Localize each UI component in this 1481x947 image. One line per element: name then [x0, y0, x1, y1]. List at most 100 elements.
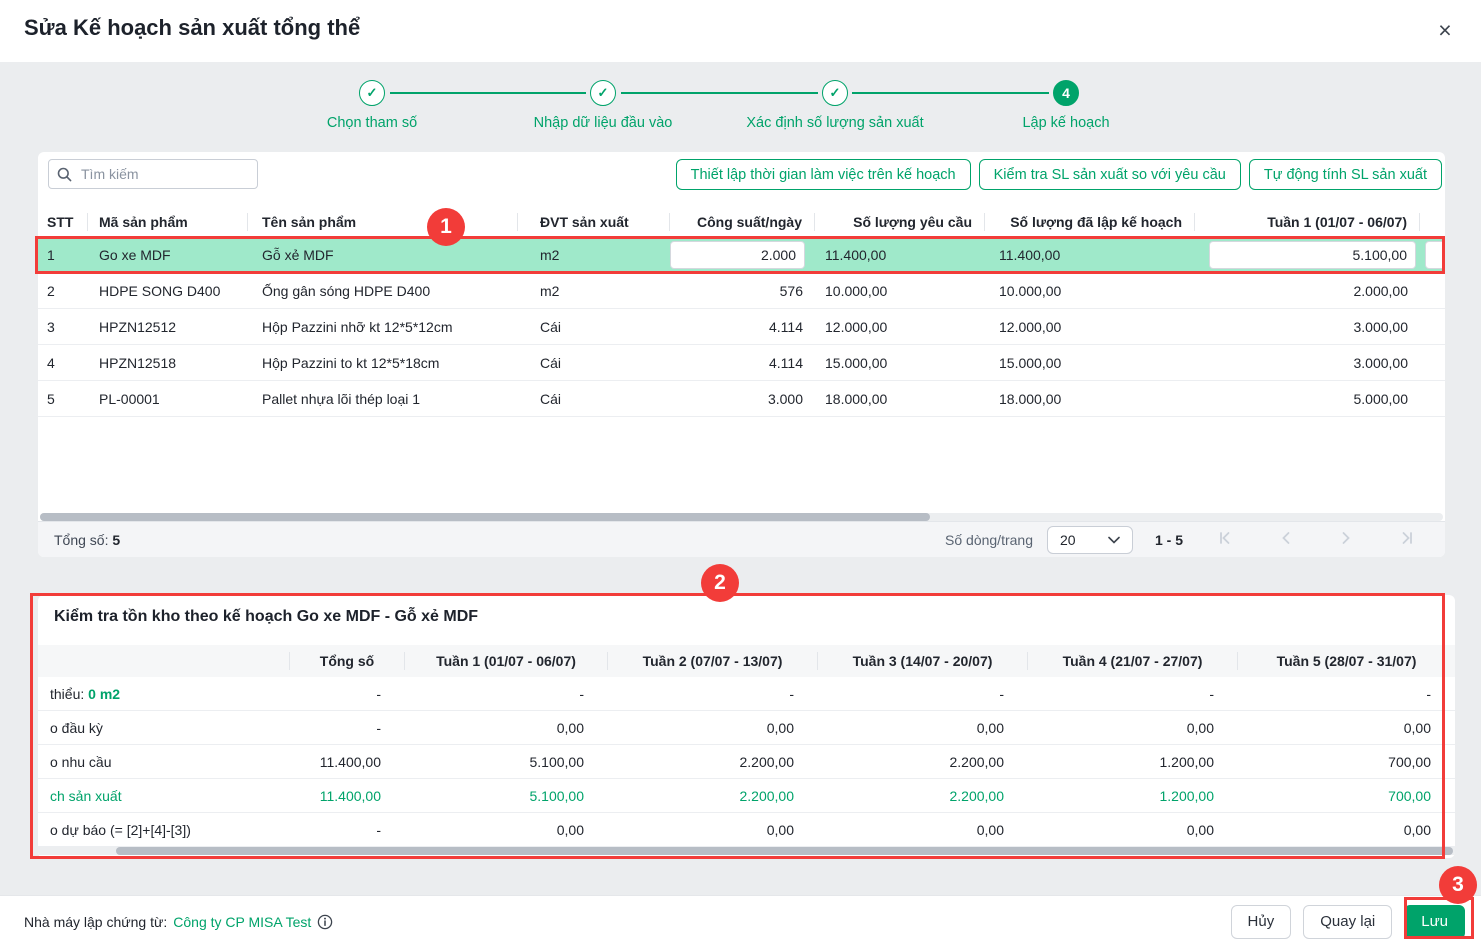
- cell-code: HDPE SONG D400: [88, 283, 248, 299]
- page-title: Sửa Kế hoạch sản xuất tổng thể: [24, 15, 360, 41]
- rows-per-page-label: Số dòng/trang: [945, 532, 1033, 548]
- factory-name-link[interactable]: Công ty CP MISA Test: [173, 914, 311, 930]
- cell-unit: Cái: [518, 391, 670, 407]
- check-icon: ✓: [598, 85, 609, 101]
- inventory-row-production-plan: ch sản xuất 11.400,00 5.100,00 2.200,00 …: [38, 779, 1455, 813]
- col-header-week2: Tuần 2 (07/07 - 13/07): [608, 652, 818, 670]
- col-header-week1: Tuần 1 (01/07 - 06/07): [405, 652, 608, 670]
- step-4-label: Lập kế hoạch: [1022, 115, 1109, 131]
- back-button[interactable]: Quay lại: [1303, 905, 1392, 939]
- products-table-header: STT Mã sản phẩm Tên sản phẩm ĐVT sản xuấ…: [38, 207, 1445, 237]
- cell-capacity: 4.114: [670, 319, 815, 335]
- cell-capacity: 576: [670, 283, 815, 299]
- last-page-icon[interactable]: [1383, 531, 1429, 548]
- cell-week1: 5.000,00: [1195, 391, 1420, 407]
- dialog-footer: Nhà máy lập chứng từ: Công ty CP MISA Te…: [0, 895, 1481, 947]
- cell-capacity: 4.114: [670, 355, 815, 371]
- scrollbar-thumb[interactable]: [40, 513, 930, 521]
- inventory-row-min-stock: thiểu: 0 m2 - - - - - -: [38, 677, 1455, 711]
- step-2-label: Nhập dữ liệu đầu vào: [534, 115, 673, 131]
- auto-calc-qty-button[interactable]: Tự động tính SL sản xuất: [1249, 159, 1442, 190]
- rows-per-page-select[interactable]: 20: [1047, 526, 1133, 554]
- step-1-circle[interactable]: ✓: [359, 80, 385, 106]
- row-label: thiểu:: [50, 686, 84, 702]
- inventory-table-header: Tổng số Tuần 1 (01/07 - 06/07) Tuần 2 (0…: [38, 645, 1455, 677]
- products-table: STT Mã sản phẩm Tên sản phẩm ĐVT sản xuấ…: [38, 207, 1445, 417]
- col-header-extra: [1420, 213, 1445, 231]
- cell-name: Hộp Pazzini nhỡ kt 12*5*12cm: [248, 319, 518, 335]
- cell-required: 11.400,00: [815, 247, 985, 263]
- col-header-total: Tổng số: [290, 652, 405, 670]
- cell-required: 12.000,00: [815, 319, 985, 335]
- col-header-week5: Tuần 5 (28/07 - 31/07): [1238, 652, 1455, 670]
- total-value: 5: [112, 532, 120, 548]
- cell-planned: 11.400,00: [985, 247, 1195, 263]
- cell-stt: 5: [38, 391, 88, 407]
- total-label: Tổng số:: [54, 532, 108, 548]
- cell-week1: 3.000,00: [1195, 319, 1420, 335]
- cell-required: 18.000,00: [815, 391, 985, 407]
- prev-page-icon[interactable]: [1263, 531, 1309, 548]
- save-button[interactable]: Lưu: [1404, 905, 1465, 939]
- row-label: o dự báo (= [2]+[4]-[3]): [38, 822, 290, 838]
- cell-unit: Cái: [518, 319, 670, 335]
- table-toolbar: Thiết lập thời gian làm việc trên kế hoạ…: [676, 159, 1442, 190]
- search-input[interactable]: [79, 165, 229, 183]
- cell-required: 15.000,00: [815, 355, 985, 371]
- info-icon[interactable]: [317, 914, 333, 930]
- min-stock-value: 0 m2: [88, 686, 120, 702]
- inventory-check-title: Kiểm tra tồn kho theo kế hoạch Go xe MDF…: [54, 608, 478, 626]
- check-icon: ✓: [830, 85, 841, 101]
- inventory-table: Tổng số Tuần 1 (01/07 - 06/07) Tuần 2 (0…: [38, 645, 1455, 847]
- week2-qty-input-partial[interactable]: [1425, 241, 1445, 269]
- products-panel: Thiết lập thời gian làm việc trên kế hoạ…: [38, 152, 1445, 557]
- cell-stt: 3: [38, 319, 88, 335]
- inventory-row-opening-stock: o đầu kỳ - 0,00 0,00 0,00 0,00 0,00: [38, 711, 1455, 745]
- row-label: o nhu cầu: [38, 754, 290, 770]
- week1-qty-input[interactable]: [1209, 241, 1416, 269]
- cell-code: HPZN12512: [88, 319, 248, 335]
- cell-planned: 12.000,00: [985, 319, 1195, 335]
- cancel-button[interactable]: Hủy: [1231, 905, 1292, 939]
- inventory-row-forecast: o dự báo (= [2]+[4]-[3]) - 0,00 0,00 0,0…: [38, 813, 1455, 847]
- first-page-icon[interactable]: [1203, 531, 1249, 548]
- cell-week1: 2.000,00: [1195, 283, 1420, 299]
- cell-planned: 15.000,00: [985, 355, 1195, 371]
- row-label: ch sản xuất: [38, 788, 290, 804]
- cell-required: 10.000,00: [815, 283, 985, 299]
- step-connector: [621, 92, 818, 94]
- horizontal-scrollbar[interactable]: [38, 847, 1455, 855]
- check-production-qty-button[interactable]: Kiểm tra SL sản xuất so với yêu cầu: [979, 159, 1241, 190]
- scrollbar-thumb[interactable]: [116, 847, 1453, 855]
- cell-stt: 1: [38, 247, 88, 263]
- close-icon[interactable]: ×: [1429, 14, 1461, 46]
- table-row[interactable]: 2 HDPE SONG D400 Ống gân sóng HDPE D400 …: [38, 273, 1445, 309]
- step-3-circle[interactable]: ✓: [822, 80, 848, 106]
- step-4-circle[interactable]: 4: [1053, 80, 1079, 106]
- cell-unit: m2: [518, 247, 670, 263]
- page-range: 1 - 5: [1155, 532, 1183, 548]
- col-header-planned: Số lượng đã lập kế hoạch: [985, 213, 1195, 231]
- next-page-icon[interactable]: [1323, 531, 1369, 548]
- table-row[interactable]: 3 HPZN12512 Hộp Pazzini nhỡ kt 12*5*12cm…: [38, 309, 1445, 345]
- cell-planned: 18.000,00: [985, 391, 1195, 407]
- step-1-label: Chọn tham số: [327, 115, 417, 131]
- inventory-check-panel: Kiểm tra tồn kho theo kế hoạch Go xe MDF…: [38, 595, 1455, 858]
- chevron-down-icon: [1108, 536, 1120, 544]
- table-row[interactable]: 5 PL-00001 Pallet nhựa lõi thép loại 1 C…: [38, 381, 1445, 417]
- capacity-input[interactable]: [670, 241, 805, 269]
- table-row[interactable]: 4 HPZN12518 Hộp Pazzini to kt 12*5*18cm …: [38, 345, 1445, 381]
- row-label: o đầu kỳ: [38, 720, 290, 736]
- col-header-week3: Tuần 3 (14/07 - 20/07): [818, 652, 1028, 670]
- search-input-wrapper[interactable]: [48, 159, 258, 189]
- step-2-circle[interactable]: ✓: [590, 80, 616, 106]
- horizontal-scrollbar[interactable]: [40, 513, 1443, 521]
- cell-code: Go xe MDF: [88, 247, 248, 263]
- setup-working-time-button[interactable]: Thiết lập thời gian làm việc trên kế hoạ…: [676, 159, 971, 190]
- cell-stt: 2: [38, 283, 88, 299]
- col-header-name: Tên sản phẩm: [248, 213, 518, 231]
- table-row[interactable]: 1 Go xe MDF Gỗ xẻ MDF m2 11.400,00 11.40…: [38, 237, 1445, 273]
- step-4-number: 4: [1062, 85, 1070, 101]
- cell-name: Hộp Pazzini to kt 12*5*18cm: [248, 355, 518, 371]
- col-header-week1: Tuần 1 (01/07 - 06/07): [1195, 213, 1420, 231]
